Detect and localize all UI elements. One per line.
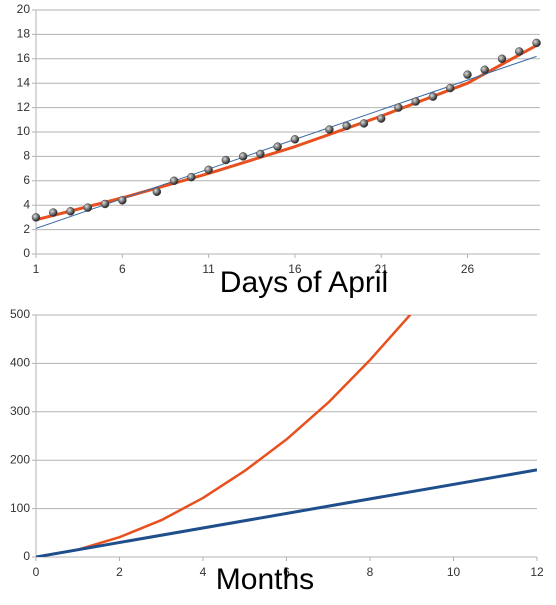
y-tick-label: 14 [17, 75, 31, 89]
trend-line [36, 55, 537, 229]
x-tick-label: 8 [367, 565, 374, 579]
y-tick-label: 0 [23, 549, 30, 563]
x-tick-label: 26 [461, 262, 475, 276]
y-tick-label: 6 [23, 173, 30, 187]
y-tick-label: 20 [17, 2, 31, 16]
data-point [31, 213, 41, 222]
x-tick-label: 11 [202, 262, 215, 276]
x-tick-label: 2 [116, 565, 123, 579]
data-point [480, 65, 490, 75]
y-tick-label: 16 [17, 51, 31, 65]
data-point [221, 155, 231, 165]
x-tick-label: 16 [288, 262, 302, 276]
x-tick-label: 12 [530, 565, 544, 579]
y-tick-label: 10 [17, 124, 31, 138]
y-tick-label: 400 [10, 356, 30, 370]
data-point [515, 47, 524, 56]
data-point [273, 142, 282, 151]
data-point [238, 152, 248, 161]
data-point [394, 103, 403, 112]
y-tick-label: 8 [23, 149, 30, 163]
plot-area [36, 44, 538, 229]
x-tick-label: 1 [33, 262, 40, 276]
data-point [204, 165, 213, 175]
data-point [100, 199, 110, 209]
y-tick-label: 4 [23, 197, 30, 211]
data-point [256, 149, 265, 159]
y-tick-label: 12 [17, 100, 31, 114]
x-tick-label: 6 [119, 262, 126, 276]
x-tick-label: 0 [33, 565, 40, 579]
data-point [118, 196, 127, 205]
y-tick-label: 0 [23, 246, 30, 260]
data-point [325, 125, 334, 134]
axis-title: Months [216, 563, 314, 596]
x-tick-label: 6 [283, 565, 290, 579]
data-point [152, 187, 162, 197]
trend-line [36, 468, 537, 557]
data-point [445, 83, 455, 93]
x-tick-label: 4 [200, 565, 207, 579]
data-point [83, 203, 93, 212]
data-point [290, 135, 300, 144]
y-tick-label: 300 [10, 404, 30, 418]
data-point [169, 176, 179, 186]
data-point [428, 92, 438, 101]
data-point [359, 119, 369, 128]
data-point [342, 121, 351, 131]
y-tick-label: 500 [10, 307, 30, 321]
y-tick-label: 100 [10, 501, 30, 515]
x-tick-label: 10 [447, 565, 461, 579]
data-point [187, 172, 196, 182]
data-point [463, 70, 472, 79]
data-point [497, 54, 507, 64]
y-tick-label: 18 [17, 27, 31, 41]
trend-line [36, 315, 412, 557]
data-point [411, 97, 420, 106]
data-point [532, 38, 541, 48]
trend-line [36, 44, 538, 222]
y-tick-label: 2 [23, 222, 30, 236]
axis-title: Days of April [220, 266, 388, 299]
data-point [376, 114, 386, 123]
data-point [66, 207, 75, 216]
data-point [49, 208, 58, 217]
x-tick-label: 21 [375, 262, 389, 276]
y-tick-label: 200 [10, 452, 30, 466]
plot-area [36, 315, 537, 557]
